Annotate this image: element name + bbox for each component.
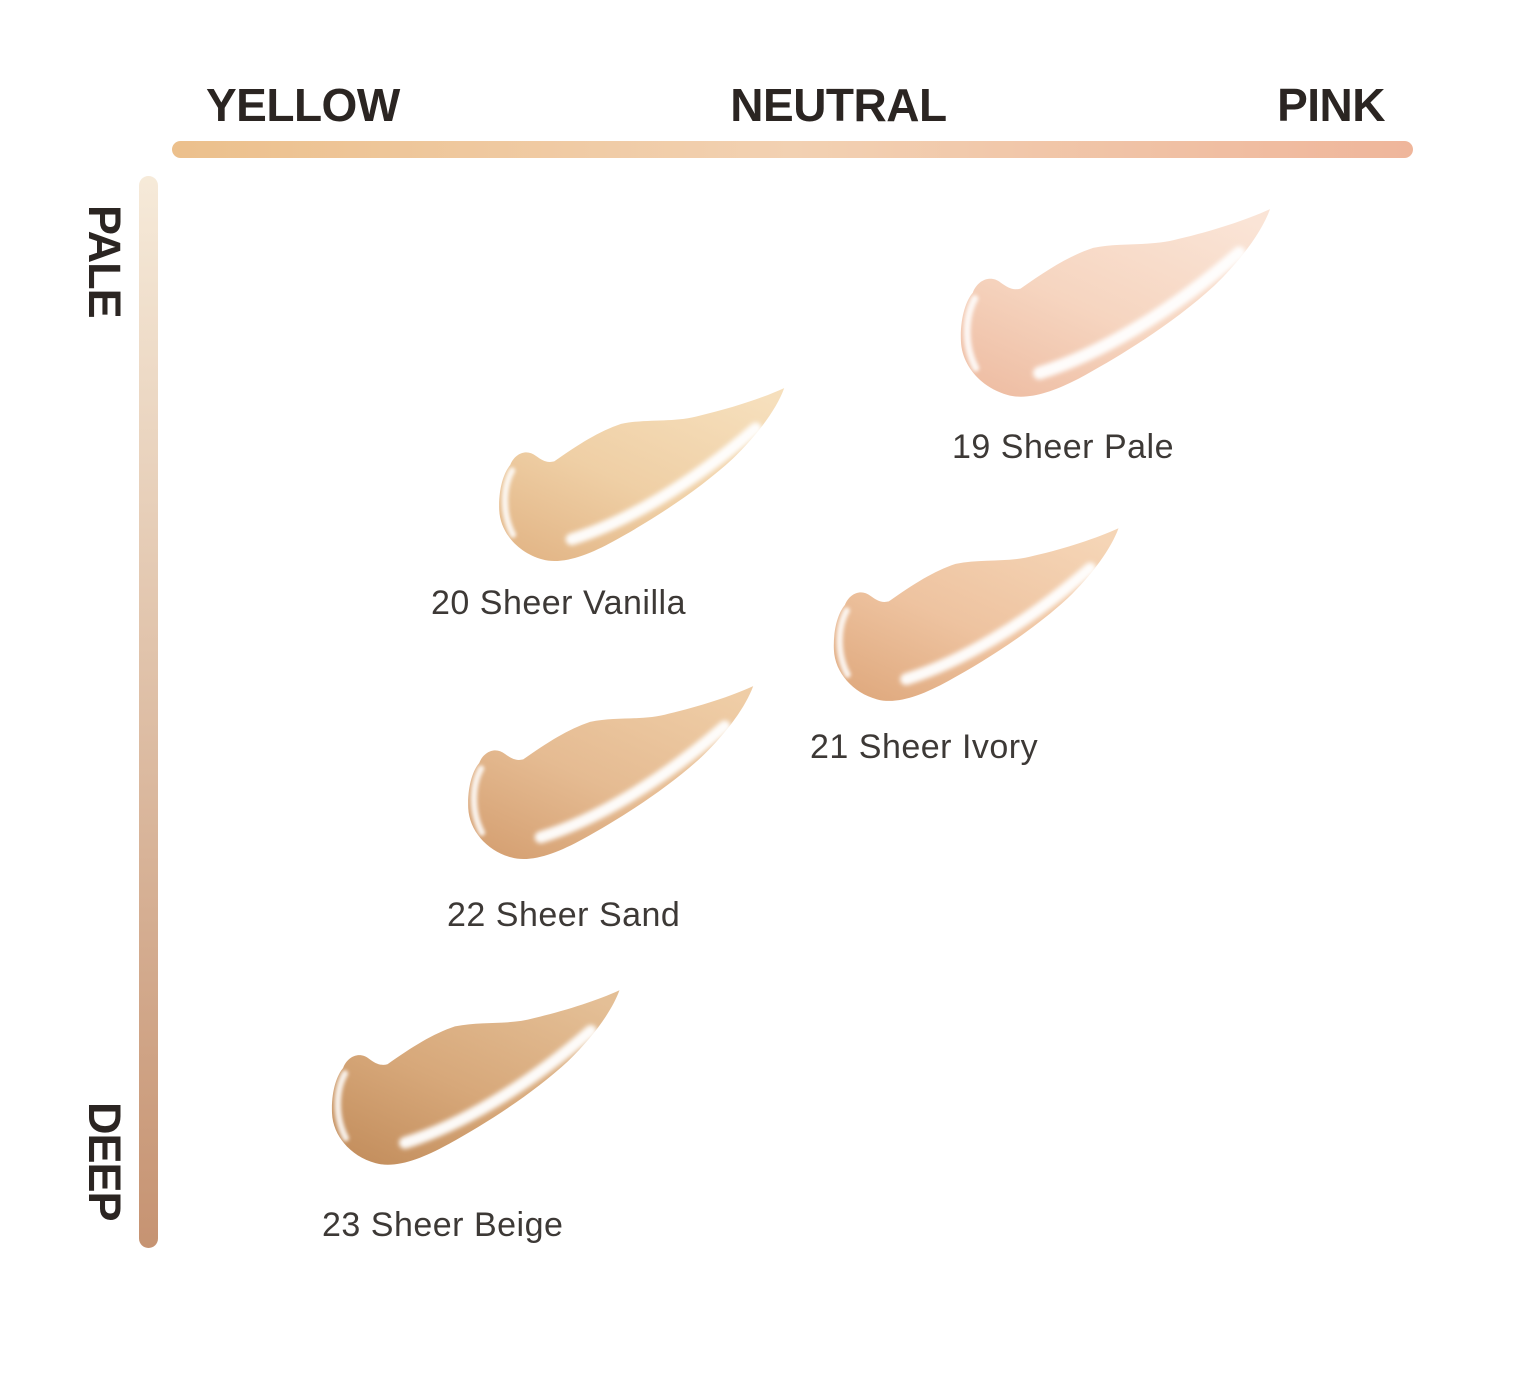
axis-label-pale: PALE	[79, 205, 130, 318]
shade-label-20: 20 Sheer Vanilla	[431, 584, 686, 622]
axis-label-deep: DEEP	[79, 1102, 130, 1221]
shade-label-21: 21 Sheer Ivory	[810, 728, 1039, 766]
shade-swatch-19-sheer-pale	[960, 209, 1271, 397]
undertone-gradient-bar	[172, 141, 1413, 158]
axis-label-yellow: YELLOW	[206, 79, 400, 131]
shade-swatch-21-sheer-ivory	[833, 528, 1119, 701]
shade-swatch-23-sheer-beige	[331, 990, 620, 1165]
shade-swatch-20-sheer-vanilla	[499, 388, 785, 562]
shade-label-22: 22 Sheer Sand	[447, 896, 681, 934]
undertone-axis-labels: YELLOW NEUTRAL PINK	[172, 82, 1413, 128]
axis-label-neutral: NEUTRAL	[730, 79, 947, 131]
shade-label-19: 19 Sheer Pale	[952, 428, 1174, 466]
axis-label-pink: PINK	[1277, 79, 1385, 131]
shade-label-23: 23 Sheer Beige	[322, 1206, 564, 1244]
shade-swatch-22-sheer-sand	[468, 686, 754, 860]
depth-gradient-bar	[139, 176, 158, 1248]
